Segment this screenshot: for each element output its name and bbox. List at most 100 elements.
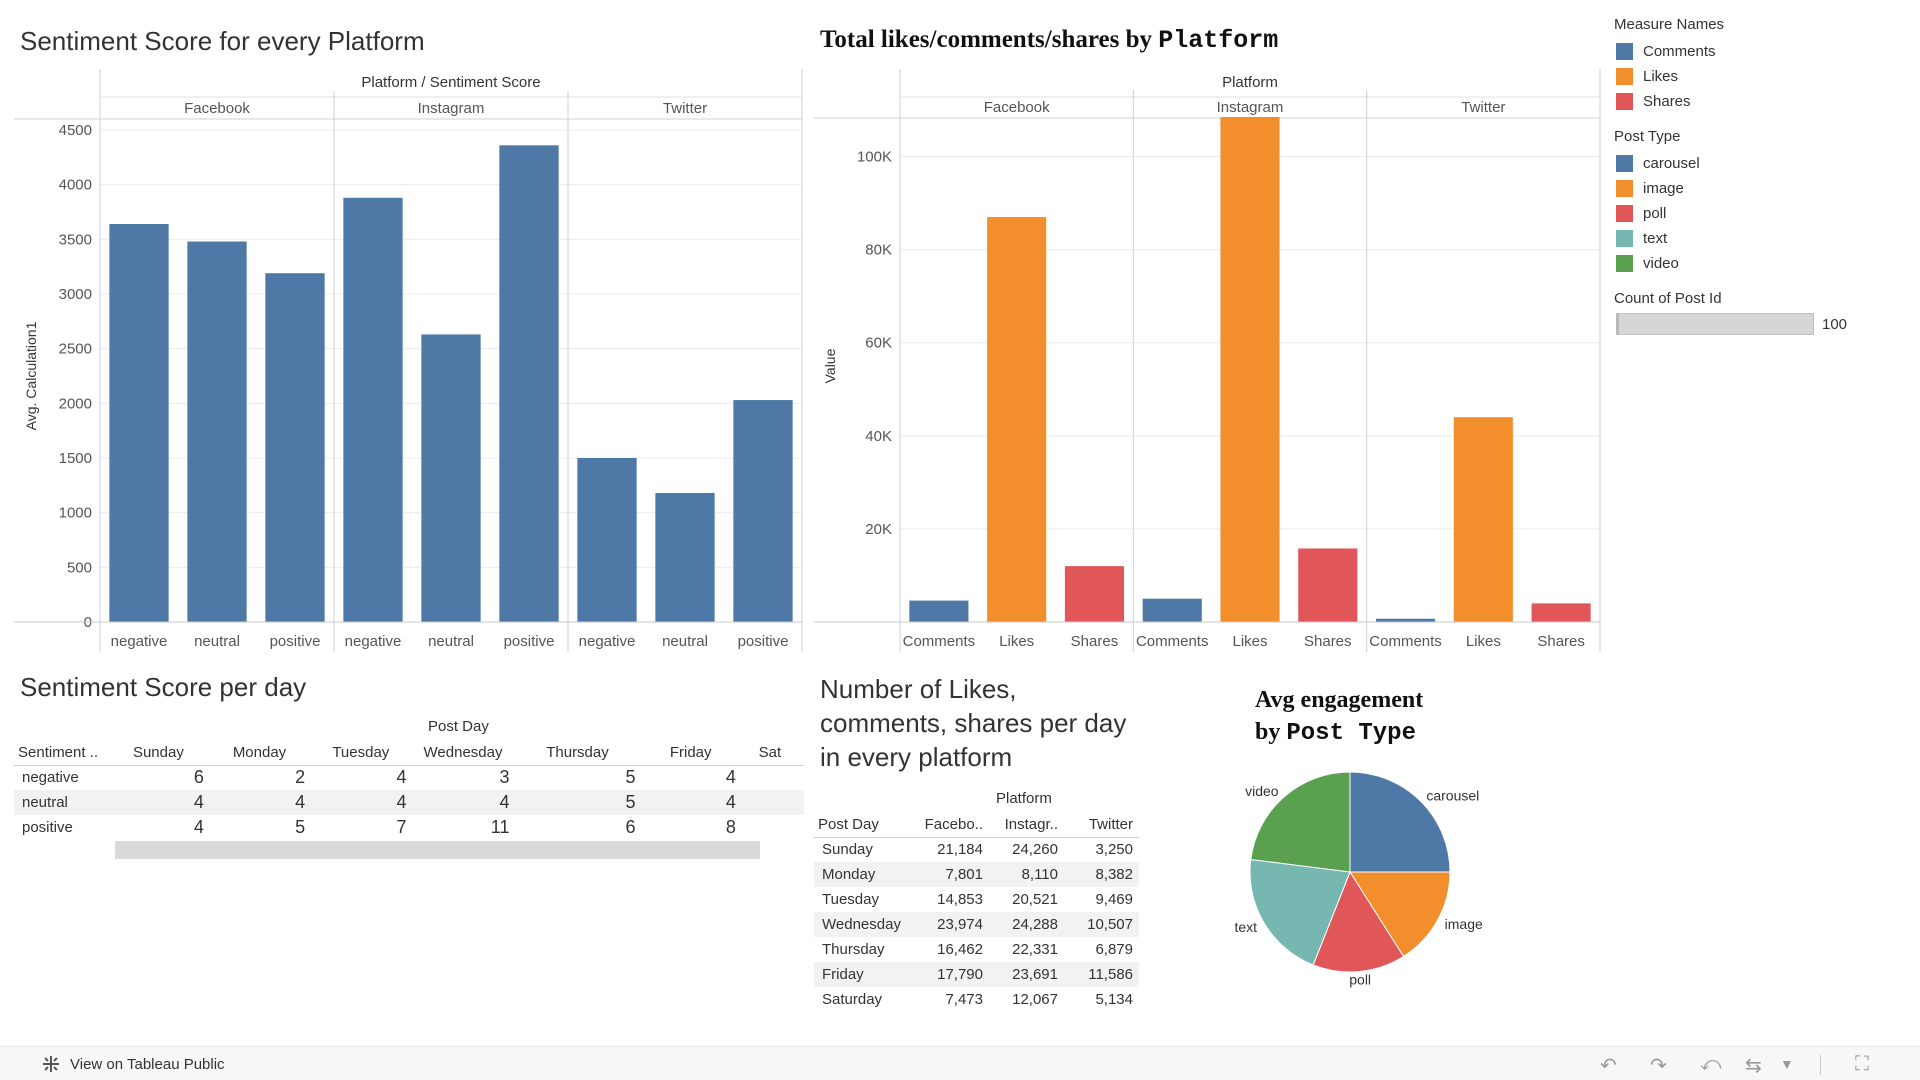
table-row[interactable]: positive 4 5 7 11 6 8 — [14, 815, 804, 840]
bar-instagram-positive[interactable] — [499, 145, 559, 622]
pie-label-image: image — [1445, 916, 1483, 932]
column-header: Sunday — [112, 740, 214, 766]
bar-instagram-shares[interactable] — [1298, 548, 1358, 622]
table-row[interactable]: neutral 4 4 4 4 5 4 — [14, 790, 804, 815]
redo-icon[interactable]: ↷ — [1650, 1055, 1667, 1077]
table-cell: 4 — [112, 790, 214, 815]
bar-twitter-shares[interactable] — [1531, 603, 1591, 622]
legend-label: poll — [1643, 205, 1667, 222]
x-tick-label: positive — [270, 633, 321, 650]
legend-swatch — [1616, 230, 1633, 247]
table-row[interactable]: Friday 17,790 23,691 11,586 — [814, 962, 1139, 987]
pie-slice-video[interactable] — [1250, 771, 1351, 873]
post-day-header: Post Day — [428, 718, 489, 735]
legend-item-shares[interactable]: Shares — [1616, 89, 1892, 114]
table-cell: 4 — [193, 817, 204, 837]
engagement-day-grid: Post Day Facebo.. Instagr.. Twitter Sunday 21… — [814, 812, 1139, 1012]
pie-slice-image[interactable] — [1349, 871, 1451, 958]
pie-title-field: Post Type — [1286, 720, 1416, 747]
x-tick-label: Likes — [1232, 633, 1267, 650]
legend-item-text[interactable]: text — [1616, 226, 1892, 251]
table-header-row: Post Day Facebo.. Instagr.. Twitter — [814, 812, 1139, 838]
legend-label: Shares — [1643, 93, 1691, 110]
legend-item-comments[interactable]: Comments — [1616, 39, 1892, 64]
bar-facebook-likes[interactable] — [987, 217, 1047, 622]
x-tick-label: Likes — [999, 633, 1034, 650]
legend-item-likes[interactable]: Likes — [1616, 64, 1892, 89]
engagement-day-title: Number of Likes, comments, shares per da… — [820, 672, 1126, 774]
bar-twitter-neutral[interactable] — [655, 492, 715, 622]
bar-facebook-neutral[interactable] — [187, 241, 247, 622]
legend-item-video[interactable]: video — [1616, 251, 1892, 276]
y-tick-label: 2500 — [59, 341, 92, 358]
bar-facebook-negative[interactable] — [109, 224, 169, 622]
x-tick-label: Shares — [1071, 633, 1119, 650]
table-cell: 4 — [416, 790, 520, 815]
x-tick-label: negative — [345, 633, 402, 650]
bar-instagram-neutral[interactable] — [421, 334, 481, 622]
post-type-pie-chart[interactable]: carousel image poll text video — [1230, 760, 1490, 990]
table-row[interactable]: Monday 7,801 8,110 8,382 — [814, 862, 1139, 887]
y-tick-label: 40K — [865, 428, 892, 445]
dropdown-icon[interactable]: ▼ — [1780, 1056, 1794, 1072]
share-icon[interactable]: ⇆ — [1745, 1055, 1762, 1077]
bar-twitter-negative[interactable] — [577, 458, 637, 622]
post-type-legend[interactable]: Post Type carousel image poll text video — [1612, 128, 1892, 276]
measure-names-legend[interactable]: Measure Names Comments Likes Shares — [1612, 16, 1892, 114]
size-legend-bar — [1616, 313, 1814, 335]
x-tick-label: Likes — [1466, 633, 1501, 650]
table-row[interactable]: negative 6 2 4 3 5 4 — [14, 765, 804, 790]
sentiment-day-table[interactable]: Sentiment .. Sunday Monday Tuesday Wednesday… — [14, 740, 804, 840]
pie-slice-text[interactable] — [1249, 858, 1351, 966]
engagement-day-table[interactable]: Post Day Facebo.. Instagr.. Twitter Sunday 21… — [814, 812, 1139, 1012]
table-cell: 5 — [295, 817, 306, 837]
bar-instagram-likes[interactable] — [1220, 116, 1280, 623]
platform-header: Platform — [996, 790, 1052, 807]
sentiment-platform-title: Sentiment Score for every Platform — [20, 26, 425, 56]
engagement-platform-chart[interactable]: Platform 20K 40K 60K 80K 100K Value Facebook Com… — [810, 55, 1610, 655]
bar-facebook-comments[interactable] — [909, 600, 969, 622]
bar-twitter-comments[interactable] — [1376, 618, 1436, 622]
table-header-row: Sentiment .. Sunday Monday Tuesday Wednesday… — [14, 740, 804, 766]
sentiment-platform-chart[interactable]: Platform / Sentiment Score05001000150020… — [0, 55, 810, 655]
table-row[interactable]: Thursday 16,462 22,331 6,879 — [814, 937, 1139, 962]
table-row[interactable]: Saturday 7,473 12,067 5,134 — [814, 987, 1139, 1012]
x-tick-label: Comments — [903, 633, 976, 650]
table-cell: 6 — [193, 767, 204, 788]
row-label: Sunday — [822, 841, 873, 859]
y-tick-label: 20K — [865, 521, 892, 538]
pie-slice-carousel[interactable] — [1349, 771, 1451, 873]
legend-item-carousel[interactable]: carousel — [1616, 151, 1892, 176]
table-row[interactable]: Sunday 21,184 24,260 3,250 — [814, 837, 1139, 862]
bar-facebook-positive[interactable] — [265, 273, 325, 622]
engagement-day-title-line-2: comments, shares per day — [820, 708, 1127, 738]
legend-item-poll[interactable]: poll — [1616, 201, 1892, 226]
table-cell: 3 — [499, 767, 510, 788]
x-tick-label: Comments — [1136, 633, 1209, 650]
table-cell: 24,260 — [1012, 841, 1058, 859]
column-header: Wednesday — [416, 740, 520, 766]
table-cell: 4 — [725, 767, 736, 788]
table-cell: 16,462 — [937, 941, 983, 958]
bar-twitter-positive[interactable] — [733, 400, 793, 622]
x-tick-label: Shares — [1304, 633, 1352, 650]
y-tick-label: 100K — [857, 149, 892, 166]
revert-icon[interactable]: ⤺ — [1700, 1053, 1722, 1075]
x-tick-label: neutral — [428, 633, 474, 650]
x-tick-label: neutral — [662, 633, 708, 650]
bar-facebook-shares[interactable] — [1064, 566, 1124, 622]
view-on-tableau-label: View on Tableau Public — [70, 1055, 225, 1073]
pie-slice-poll[interactable] — [1312, 870, 1405, 973]
bar-instagram-negative[interactable] — [343, 197, 403, 622]
legend-item-image[interactable]: image — [1616, 176, 1892, 201]
table-row[interactable]: Tuesday 14,853 20,521 9,469 — [814, 887, 1139, 912]
column-header: Monday — [213, 740, 316, 766]
view-on-tableau-link[interactable]: View on Tableau Public — [40, 1053, 225, 1075]
bar-twitter-likes[interactable] — [1453, 417, 1513, 622]
y-tick-label: 3500 — [59, 231, 92, 248]
table-row[interactable]: Wednesday 23,974 24,288 10,507 — [814, 912, 1139, 937]
fullscreen-icon[interactable]: ⛶ — [1855, 1053, 1869, 1075]
bar-instagram-comments[interactable] — [1142, 598, 1202, 622]
horizontal-scrollbar[interactable] — [115, 841, 760, 859]
undo-icon[interactable]: ↶ — [1600, 1055, 1617, 1077]
